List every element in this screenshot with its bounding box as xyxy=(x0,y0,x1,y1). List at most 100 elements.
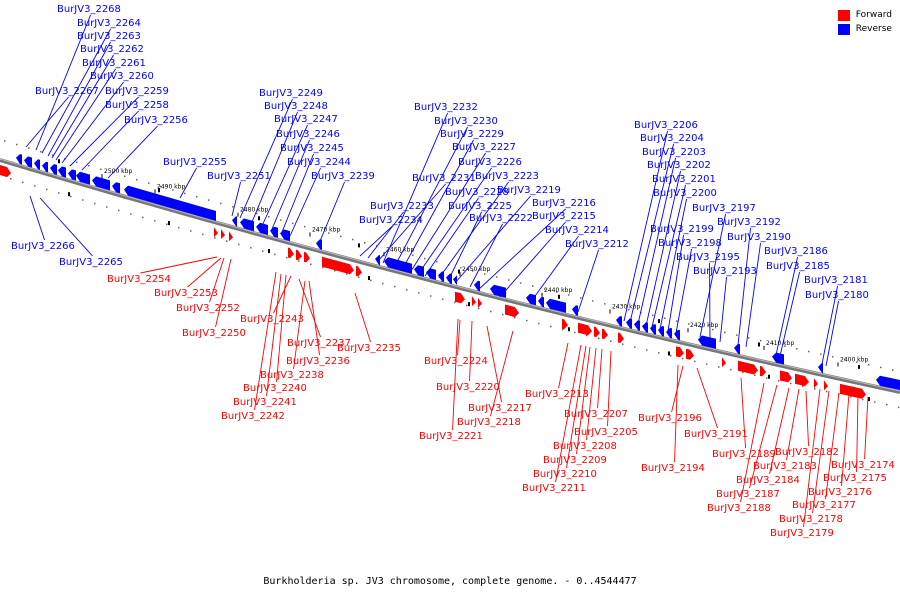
gene-label[interactable]: BurJV3_2174 xyxy=(831,460,895,471)
reverse-gene-arrow[interactable] xyxy=(92,176,110,191)
reverse-gene-arrow[interactable] xyxy=(438,271,444,282)
gene-label[interactable]: BurJV3_2259 xyxy=(105,86,169,97)
gene-label[interactable]: BurJV3_2249 xyxy=(259,88,323,99)
forward-gene-arrow[interactable] xyxy=(296,249,302,261)
gene-label[interactable]: BurJV3_2252 xyxy=(176,303,240,314)
gene-label[interactable]: BurJV3_2190 xyxy=(727,232,791,243)
reverse-gene-arrow[interactable] xyxy=(818,362,823,374)
reverse-gene-arrow[interactable] xyxy=(572,305,578,316)
gene-label[interactable]: BurJV3_2239 xyxy=(311,171,375,182)
forward-gene-arrow[interactable] xyxy=(618,332,624,344)
gene-label[interactable]: BurJV3_2240 xyxy=(243,383,307,394)
gene-label[interactable]: BurJV3_2211 xyxy=(522,483,586,494)
gene-label[interactable]: BurJV3_2214 xyxy=(545,225,609,236)
gene-label[interactable]: BurJV3_2204 xyxy=(640,133,704,144)
gene-label[interactable]: BurJV3_2234 xyxy=(359,215,423,226)
gene-label[interactable]: BurJV3_2221 xyxy=(419,431,483,442)
gene-label[interactable]: BurJV3_2183 xyxy=(753,461,817,472)
gene-labels[interactable]: BurJV3_2268 BurJV3_2264 BurJV3_2263 BurJV3_… xyxy=(11,4,895,539)
gene-label[interactable]: BurJV3_2233 xyxy=(370,201,434,212)
reverse-gene-arrow[interactable] xyxy=(634,320,640,331)
gene-label[interactable]: BurJV3_2187 xyxy=(716,489,780,500)
gene-label[interactable]: BurJV3_2263 xyxy=(77,31,141,42)
gene-label[interactable]: BurJV3_2261 xyxy=(82,58,146,69)
gene-label[interactable]: BurJV3_2250 xyxy=(182,328,246,339)
reverse-gene-arrow[interactable] xyxy=(538,296,544,308)
gene-label[interactable]: BurJV3_2198 xyxy=(658,238,722,249)
reverse-gene-arrow[interactable] xyxy=(375,255,380,266)
gene-label[interactable]: BurJV3_2175 xyxy=(823,473,887,484)
reverse-gene-arrow[interactable] xyxy=(34,159,40,170)
forward-gene-arrow[interactable] xyxy=(478,297,482,308)
gene-label[interactable]: BurJV3_2245 xyxy=(280,143,344,154)
gene-label[interactable]: BurJV3_2181 xyxy=(804,275,868,286)
gene-label[interactable]: BurJV3_2235 xyxy=(337,343,401,354)
forward-gene-arrow[interactable] xyxy=(738,360,758,375)
gene-label[interactable]: BurJV3_2237 xyxy=(287,338,351,349)
reverse-gene-arrow[interactable] xyxy=(674,329,680,341)
gene-label[interactable]: BurJV3_2236 xyxy=(286,356,350,367)
gene-label[interactable]: BurJV3_2248 xyxy=(264,101,328,112)
forward-gene-arrow[interactable] xyxy=(322,256,354,275)
gene-label[interactable]: BurJV3_2196 xyxy=(638,413,702,424)
gene-label[interactable]: BurJV3_2219 xyxy=(497,185,561,196)
forward-gene-arrow[interactable] xyxy=(578,322,592,336)
gene-label[interactable]: BurJV3_2262 xyxy=(80,44,144,55)
forward-gene-arrow[interactable] xyxy=(840,383,866,399)
reverse-gene-arrow[interactable] xyxy=(270,226,278,238)
forward-gene-arrow[interactable] xyxy=(602,328,608,340)
gene-label[interactable]: BurJV3_2267 xyxy=(35,86,99,97)
gene-label[interactable]: BurJV3_2188 xyxy=(707,503,771,514)
gene-label[interactable]: BurJV3_2207 xyxy=(564,409,628,420)
forward-gene-arrow[interactable] xyxy=(594,326,600,338)
gene-label[interactable]: BurJV3_2203 xyxy=(642,147,706,158)
gene-label[interactable]: BurJV3_2216 xyxy=(532,198,596,209)
gene-label[interactable]: BurJV3_2220 xyxy=(436,382,500,393)
gene-label[interactable]: BurJV3_2260 xyxy=(90,71,154,82)
gene-label[interactable]: BurJV3_2258 xyxy=(105,100,169,111)
reverse-gene-arrow[interactable] xyxy=(256,222,268,235)
gene-label[interactable]: BurJV3_2264 xyxy=(77,18,141,29)
gene-label[interactable]: BurJV3_2202 xyxy=(647,160,711,171)
reverse-gene-arrow[interactable] xyxy=(240,218,254,232)
gene-label[interactable]: BurJV3_2189 xyxy=(712,449,776,460)
gene-label[interactable]: BurJV3_2266 xyxy=(11,241,75,252)
forward-gene-arrow[interactable] xyxy=(686,348,694,360)
forward-gene-arrow[interactable] xyxy=(214,227,218,238)
gene-label[interactable]: BurJV3_2254 xyxy=(107,274,171,285)
reverse-gene-arrow[interactable] xyxy=(453,275,457,286)
gene-label[interactable]: BurJV3_2246 xyxy=(276,129,340,140)
reverse-gene-arrow[interactable] xyxy=(616,316,622,327)
forward-gene-arrow[interactable] xyxy=(0,165,11,178)
gene-label[interactable]: BurJV3_2251 xyxy=(207,171,271,182)
gene-label[interactable]: BurJV3_2192 xyxy=(717,217,781,228)
reverse-gene-arrow[interactable] xyxy=(16,154,22,165)
forward-gene-arrow[interactable] xyxy=(760,365,766,377)
gene-label[interactable]: BurJV3_2215 xyxy=(532,211,596,222)
gene-label[interactable]: BurJV3_2194 xyxy=(641,463,705,474)
gene-label[interactable]: BurJV3_2185 xyxy=(766,261,830,272)
gene-label[interactable]: BurJV3_2179 xyxy=(770,528,834,539)
forward-gene-arrow[interactable] xyxy=(780,370,792,383)
gene-label[interactable]: BurJV3_2218 xyxy=(457,417,521,428)
gene-label[interactable]: BurJV3_2176 xyxy=(808,487,872,498)
gene-label[interactable]: BurJV3_2247 xyxy=(274,114,338,125)
gene-label[interactable]: BurJV3_2200 xyxy=(653,188,717,199)
gene-label[interactable]: BurJV3_2178 xyxy=(779,514,843,525)
forward-gene-arrow[interactable] xyxy=(229,231,233,242)
gene-label[interactable]: BurJV3_2208 xyxy=(553,441,617,452)
gene-label[interactable]: BurJV3_2227 xyxy=(452,142,516,153)
gene-label[interactable]: BurJV3_2238 xyxy=(260,370,324,381)
gene-label[interactable]: BurJV3_2201 xyxy=(652,174,716,185)
forward-gene-arrow[interactable] xyxy=(505,304,519,318)
gene-label[interactable]: BurJV3_2224 xyxy=(424,356,488,367)
forward-genes[interactable] xyxy=(0,165,866,399)
gene-label[interactable]: BurJV3_2230 xyxy=(434,116,498,127)
forward-gene-arrow[interactable] xyxy=(722,357,726,368)
gene-label[interactable]: BurJV3_2182 xyxy=(775,447,839,458)
reverse-genes[interactable] xyxy=(16,154,900,390)
gene-label[interactable]: BurJV3_2186 xyxy=(764,246,828,257)
gene-label[interactable]: BurJV3_2180 xyxy=(805,290,869,301)
gene-label[interactable]: BurJV3_2256 xyxy=(124,115,188,126)
reverse-gene-arrow[interactable] xyxy=(666,327,672,339)
